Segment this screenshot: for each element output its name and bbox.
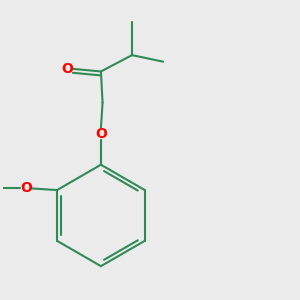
Text: O: O [61, 62, 73, 76]
Text: O: O [20, 182, 32, 195]
Text: O: O [95, 127, 107, 141]
